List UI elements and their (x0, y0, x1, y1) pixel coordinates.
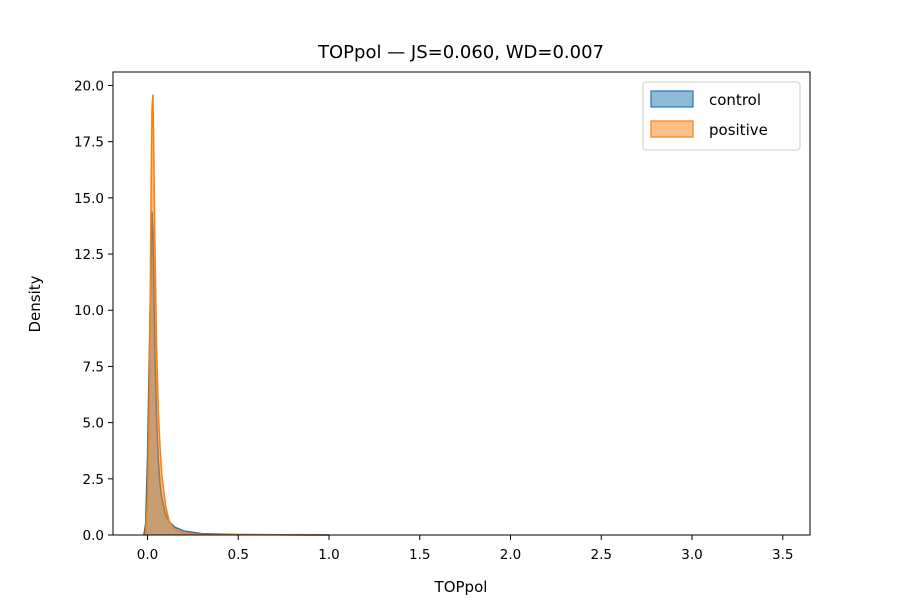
y-axis: 0.0 2.5 5.0 7.5 10.0 12.5 15.0 17.5 20.0 (74, 78, 113, 544)
y-axis-label: Density (26, 275, 44, 332)
x-axis: 0.0 0.5 1.0 1.5 2.0 2.5 3.0 3.5 (137, 535, 794, 563)
x-tick-label: 3.0 (681, 547, 702, 563)
plot-area (143, 94, 330, 536)
density-line-positive (144, 94, 330, 536)
x-tick-label: 1.0 (318, 547, 339, 563)
y-tick-label: 20.0 (74, 78, 104, 94)
y-tick-label: 5.0 (83, 416, 104, 432)
y-tick-label: 12.5 (74, 247, 104, 263)
legend-swatch-positive (650, 120, 694, 138)
x-tick-label: 1.5 (409, 547, 430, 563)
chart-title: TOPpol — JS=0.060, WD=0.007 (317, 42, 604, 63)
x-tick-label: 0.0 (137, 547, 158, 563)
y-tick-label: 2.5 (83, 472, 104, 488)
legend: control positive (642, 81, 801, 151)
x-tick-label: 2.5 (591, 547, 612, 563)
x-axis-label: TOPpol (434, 578, 488, 596)
x-tick-label: 2.0 (500, 547, 521, 563)
y-tick-label: 10.0 (74, 303, 104, 319)
axes-frame (112, 71, 811, 536)
legend-label-control: control (709, 91, 761, 109)
y-tick-label: 0.0 (83, 528, 104, 544)
x-tick-label: 0.5 (228, 547, 249, 563)
x-tick-label: 3.5 (772, 547, 793, 563)
y-tick-label: 15.0 (74, 191, 104, 207)
y-tick-label: 7.5 (83, 359, 104, 375)
legend-label-positive: positive (709, 121, 768, 139)
legend-swatch-control (650, 90, 694, 108)
y-tick-label: 17.5 (74, 135, 104, 151)
